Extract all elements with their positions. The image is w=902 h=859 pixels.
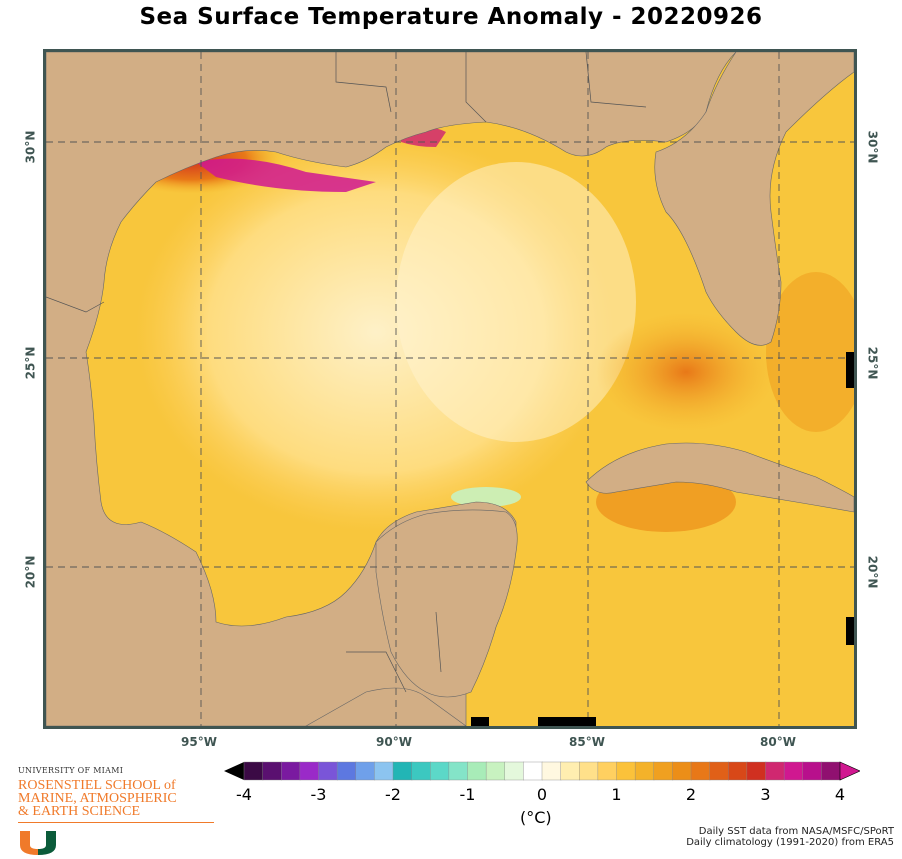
school-name-line-1: ROSENSTIEL SCHOOL of — [18, 778, 176, 793]
colorbar-tick-label: 3 — [760, 785, 771, 804]
colorbar-min-extend-arrow — [224, 762, 244, 780]
latitude-label-30n-right: 30°N — [865, 130, 880, 164]
longitude-label-90w: 90°W — [376, 735, 412, 749]
colorbar-segment — [560, 761, 580, 781]
credit-line-2: Daily climatology (1991-2020) from ERA5 — [686, 837, 894, 848]
colorbar-segment — [336, 761, 357, 781]
u-logo-icon — [18, 831, 218, 859]
no-data-patches — [471, 352, 854, 726]
map-title: Sea Surface Temperature Anomaly - 202209… — [139, 4, 763, 30]
latitude-label-25n-left: 25°N — [23, 346, 38, 380]
colorbar-unit: (°C) — [520, 808, 552, 827]
colorbar-segment — [411, 761, 431, 781]
colorbar-tick-label: 2 — [685, 785, 697, 804]
graticule — [46, 52, 854, 726]
colorbar-tick-label: -4 — [236, 785, 252, 804]
strong-warm-anomaly-louisiana — [196, 158, 376, 192]
latitude-label-25n-right: 25°N — [865, 346, 880, 380]
university-logo: UNIVERSITY OF MIAMI ROSENSTIEL SCHOOL of… — [18, 766, 218, 859]
latitude-label-30n-left: 30°N — [23, 130, 38, 164]
longitude-label-85w: 85°W — [569, 735, 605, 749]
colorbar-segment — [616, 761, 636, 781]
cool-anomaly-yucatan — [451, 487, 521, 507]
colorbar-tick-label: -3 — [310, 785, 327, 804]
colorbar-segment — [504, 761, 525, 781]
colorbar-tick-label: 0 — [536, 785, 548, 804]
university-name: UNIVERSITY OF MIAMI — [18, 766, 124, 775]
cuba-land — [585, 442, 854, 513]
school-name-line-2: MARINE, ATMOSPHERIC — [18, 791, 177, 806]
colorbar-segment — [709, 761, 729, 781]
pale-anomaly-region-east — [396, 162, 636, 442]
colorbar-segment — [783, 761, 804, 781]
colorbar-tick-label: -2 — [385, 785, 401, 804]
logo-divider — [18, 822, 214, 823]
colorbar-segment — [299, 761, 320, 781]
warm-anomaly-florida-west — [596, 312, 776, 432]
colorbar-segment — [765, 761, 785, 781]
colorbar-segment — [802, 761, 823, 781]
colorbar-segment — [392, 761, 413, 781]
sst-anomaly-map — [43, 49, 857, 729]
colorbar-segment — [448, 761, 469, 781]
colorbar-segment — [690, 761, 711, 781]
colorbar-tick-label: 4 — [834, 785, 846, 804]
colorbar-segment — [579, 761, 599, 781]
latitude-label-20n-left: 20°N — [23, 555, 38, 589]
land — [46, 52, 854, 726]
colorbar-segment — [243, 761, 264, 781]
colorbar-segment — [746, 761, 767, 781]
colorbar-segment — [634, 761, 655, 781]
colorbar-segment — [523, 761, 543, 781]
colorbar-tick-label: 1 — [611, 785, 622, 804]
colorbar-segment — [467, 761, 487, 781]
colorbar — [224, 761, 860, 781]
credit-line-1: Daily SST data from NASA/MSFC/SPoRT — [698, 826, 894, 837]
colorbar-tick-label: -1 — [459, 785, 476, 804]
colorbar-segment — [262, 761, 282, 781]
longitude-label-95w: 95°W — [181, 735, 217, 749]
warm-anomaly-bahamas — [766, 272, 854, 432]
political-borders — [46, 52, 647, 693]
map-canvas — [46, 52, 854, 726]
colorbar-segment — [672, 761, 692, 781]
colorbar-segment — [318, 761, 338, 781]
colorbar-segment — [281, 761, 301, 781]
colorbar-segment — [597, 761, 618, 781]
colorbar-segment — [355, 761, 376, 781]
colorbar-segment — [653, 761, 674, 781]
longitude-label-80w: 80°W — [760, 735, 796, 749]
latitude-label-20n-right: 20°N — [865, 555, 880, 589]
school-name: ROSENSTIEL SCHOOL of MARINE, ATMOSPHERIC… — [18, 778, 218, 819]
colorbar-segment — [374, 761, 394, 781]
school-name-line-3: & EARTH SCIENCE — [18, 804, 141, 819]
data-credits: Daily SST data from NASA/MSFC/SPoRT Dail… — [686, 826, 894, 848]
colorbar-segment — [728, 761, 748, 781]
colorbar-segment — [541, 761, 562, 781]
florida-land — [654, 52, 854, 346]
colorbar-segment — [821, 761, 841, 781]
colorbar-segment — [485, 761, 506, 781]
yucatan-land — [375, 509, 518, 698]
colorbar-segment — [430, 761, 450, 781]
colorbar-max-extend-arrow — [839, 761, 860, 781]
